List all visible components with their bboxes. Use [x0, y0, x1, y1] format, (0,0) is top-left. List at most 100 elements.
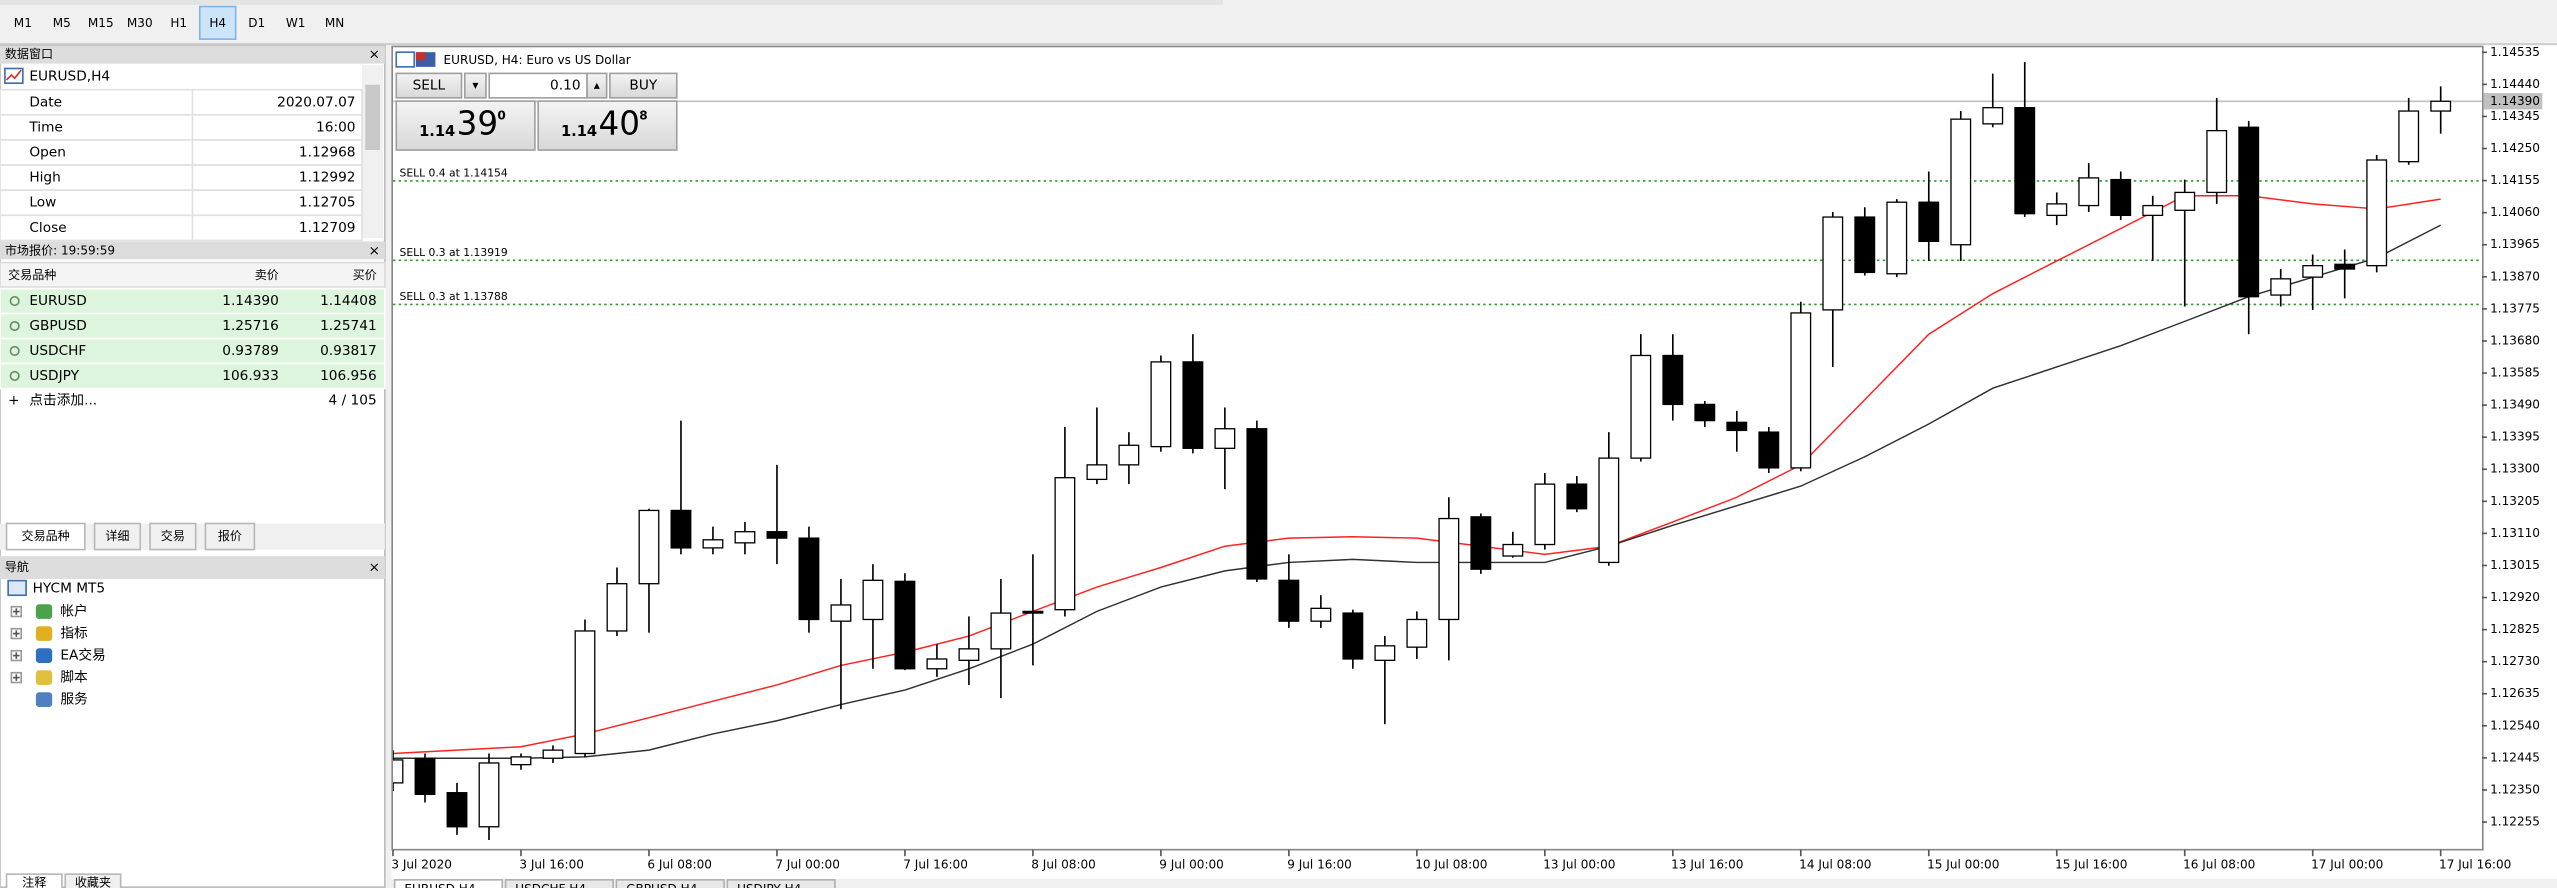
active-timeframe — [198, 5, 237, 40]
field-value: 1.12709 — [299, 220, 356, 236]
candle-body — [1694, 403, 1716, 422]
timeframe-button[interactable]: M5 — [53, 16, 71, 30]
tab[interactable] — [93, 522, 142, 551]
field-value: 1.12705 — [299, 195, 356, 211]
tab[interactable] — [204, 522, 256, 551]
symbol-name[interactable]: EURUSD — [29, 293, 86, 309]
symbol-name[interactable]: USDCHF — [29, 343, 86, 359]
tab[interactable] — [149, 522, 197, 551]
candle-body — [1630, 354, 1652, 459]
x-tick-label: 9 Jul 16:00 — [1287, 858, 1352, 872]
volume-input[interactable] — [488, 72, 588, 99]
chart-tab[interactable] — [504, 879, 614, 888]
plot-frame — [391, 45, 2484, 851]
column-header[interactable]: 买价 — [353, 268, 377, 282]
column-header[interactable]: 卖价 — [255, 268, 279, 282]
field-value: 1.12968 — [299, 144, 356, 160]
tab-label[interactable]: 报价 — [218, 528, 242, 543]
chart-tab-label[interactable]: USDCHF,H4 — [515, 882, 586, 888]
candle-body — [1950, 118, 1972, 246]
moving-average — [393, 224, 2442, 759]
x-tick-label: 15 Jul 16:00 — [2055, 858, 2127, 872]
nav-item[interactable]: 服务 — [60, 692, 88, 708]
chart-header: EURUSD, H4: Euro vs US Dollar — [395, 51, 631, 68]
x-tick-label: 13 Jul 16:00 — [1671, 858, 1743, 872]
nav-item[interactable]: EA交易 — [60, 647, 105, 664]
candle-body — [606, 583, 628, 632]
row-bg — [0, 189, 363, 217]
chart-tab-label[interactable]: USDJPY,H4 — [737, 882, 801, 888]
close-button[interactable]: × — [369, 47, 380, 63]
ask-price: 1.25741 — [320, 318, 377, 334]
symbol-name[interactable]: GBPUSD — [29, 318, 86, 334]
x-tick-label: 14 Jul 08:00 — [1799, 858, 1871, 872]
buy-button[interactable] — [609, 72, 678, 99]
market-watch-table: 交易品种 卖价 买价 EURUSD 1.14390 1.14408 GBPUSD 1.2571… — [0, 261, 386, 551]
timeframe-button[interactable]: M30 — [127, 16, 153, 30]
timeframe-button[interactable]: H4 — [209, 16, 226, 30]
timeframe-button[interactable]: W1 — [286, 16, 306, 30]
candle-body — [2334, 263, 2356, 270]
field-value: 16:00 — [316, 119, 355, 135]
quote-row-bg — [0, 362, 386, 390]
row-bg — [0, 113, 363, 141]
moving-average — [393, 195, 2441, 755]
y-tick-label: 1.12445 — [2490, 750, 2540, 764]
nav-root[interactable]: HYCM MT5 — [33, 581, 106, 597]
column-header[interactable]: 交易品种 — [8, 267, 56, 282]
header-bg — [0, 261, 386, 288]
tab-label[interactable]: 交易 — [161, 528, 185, 543]
volume-value: 0.10 — [550, 78, 580, 94]
tab[interactable] — [5, 522, 86, 551]
nav-item[interactable]: 脚本 — [60, 670, 88, 686]
price-pips: 39 — [457, 105, 498, 143]
chart-tab[interactable] — [615, 879, 725, 888]
field-value: 1.12992 — [299, 170, 356, 186]
candle-body — [1278, 579, 1300, 622]
scroll-thumb[interactable] — [365, 84, 380, 151]
close-button[interactable]: × — [369, 243, 380, 259]
candle-body — [1246, 428, 1268, 580]
x-tick-label: 7 Jul 00:00 — [775, 858, 840, 872]
timeframe-button[interactable]: MN — [325, 16, 344, 30]
bottom-tab-label[interactable]: 收藏夹 — [75, 876, 111, 888]
candle-body — [1726, 421, 1748, 432]
bottom-tab-label[interactable]: 注释 — [22, 875, 46, 888]
timeframe-button[interactable]: M1 — [14, 16, 32, 30]
x-tick-label: 7 Jul 16:00 — [903, 858, 968, 872]
chart-tab-label[interactable]: GBPUSD,H4 — [626, 882, 697, 888]
chart-tab-label[interactable]: EURUSD,H4 — [404, 882, 475, 888]
root-icon — [7, 579, 27, 597]
candle-body — [1854, 216, 1876, 274]
volume-dropdown[interactable] — [463, 72, 487, 99]
candle-body — [446, 792, 468, 828]
y-tick-label: 1.14155 — [2490, 173, 2540, 187]
bottom-tab[interactable] — [64, 873, 122, 888]
timeframe-button[interactable]: M15 — [88, 16, 114, 30]
ask-box[interactable] — [537, 100, 678, 151]
tab-label[interactable]: 详细 — [105, 528, 129, 543]
add-symbol[interactable]: 点击添加... — [29, 392, 97, 408]
chart-tab[interactable] — [393, 879, 504, 888]
y-tick-label: 1.13490 — [2490, 398, 2540, 412]
timeframe-button[interactable]: D1 — [248, 16, 265, 30]
tab-label[interactable]: 交易品种 — [22, 528, 70, 543]
symbol-name[interactable]: USDJPY — [29, 368, 79, 384]
candle-body — [542, 749, 564, 759]
close-button[interactable]: × — [369, 560, 380, 576]
bottom-tab[interactable] — [5, 873, 63, 888]
bid-box[interactable] — [395, 100, 536, 151]
field-name: Time — [28, 119, 62, 135]
x-tick-label: 15 Jul 00:00 — [1927, 858, 1999, 872]
nav-item[interactable]: 帐户 — [60, 603, 87, 620]
volume-up[interactable] — [586, 72, 608, 99]
chart-tab[interactable] — [726, 879, 836, 888]
bottom-tabs: 注释 收藏夹 — [5, 873, 122, 888]
timeframe-button[interactable]: H1 — [170, 16, 187, 30]
market-watch-title: 市场报价: 19:59:59 — [5, 243, 115, 258]
nav-item[interactable]: 指标 — [60, 626, 88, 642]
sell-button[interactable] — [395, 72, 463, 99]
candle-body — [2014, 107, 2036, 215]
candle-body — [638, 509, 660, 585]
